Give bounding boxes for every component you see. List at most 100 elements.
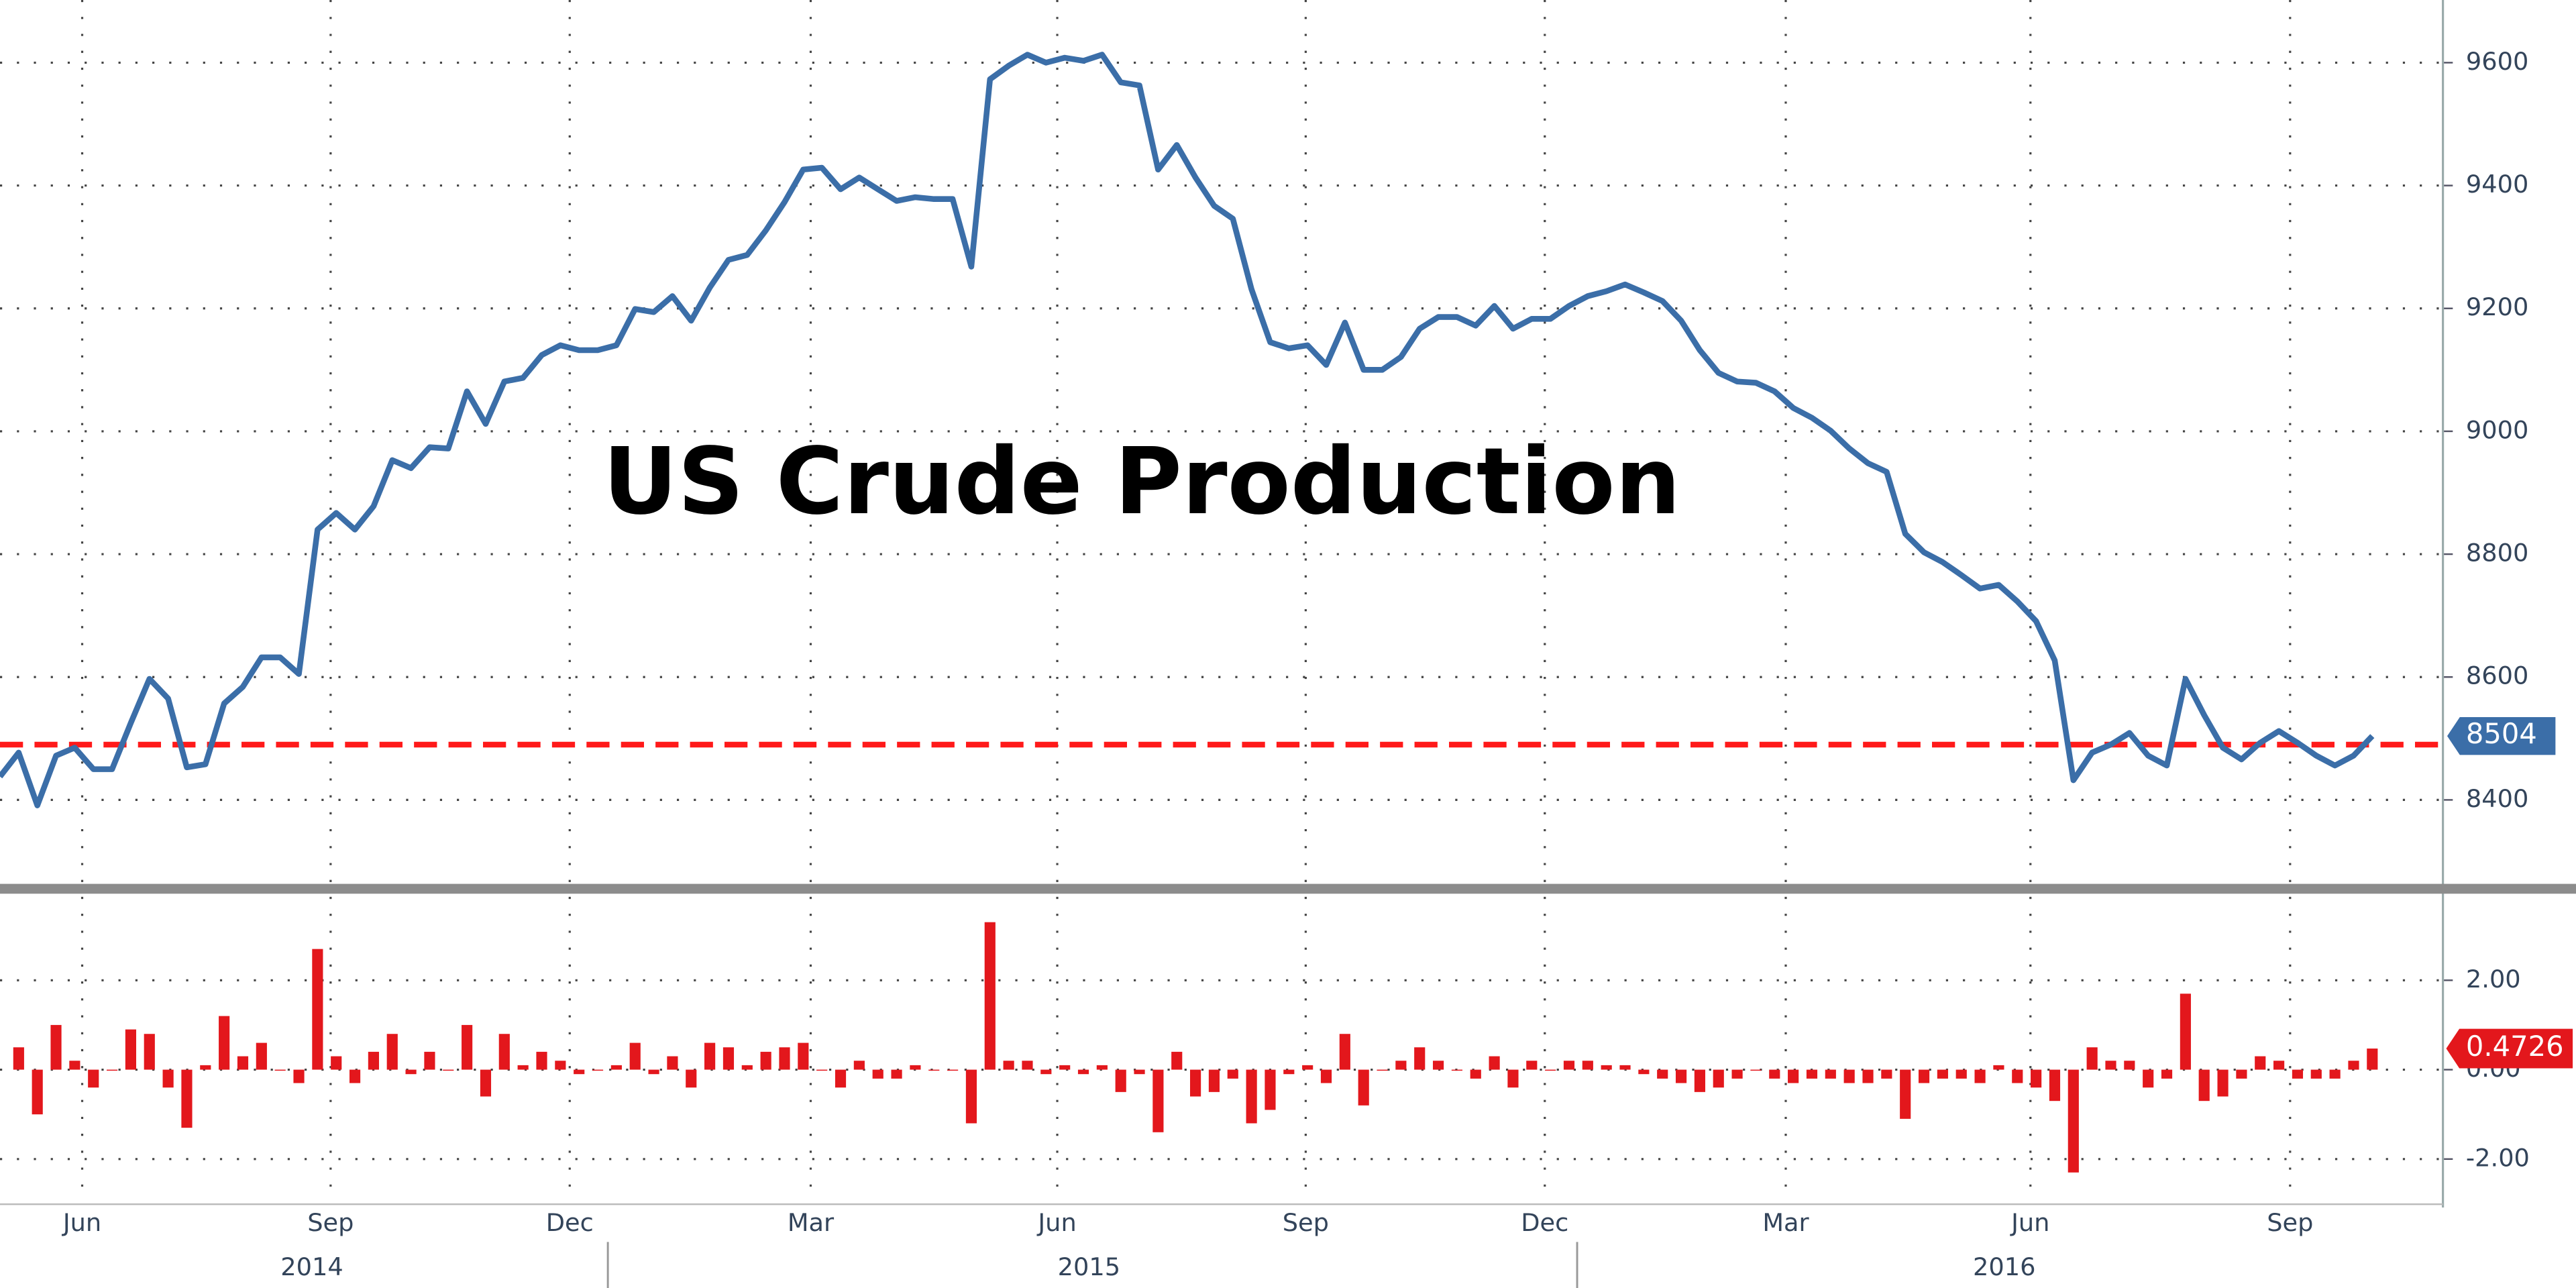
bar	[853, 1061, 865, 1070]
panel-separator	[0, 883, 2576, 894]
bar	[256, 1042, 267, 1070]
bar	[32, 1069, 43, 1115]
bar	[816, 1069, 828, 1071]
bar	[760, 1051, 771, 1070]
bar	[891, 1069, 902, 1079]
bar	[293, 1069, 305, 1083]
bar	[1208, 1069, 1220, 1092]
x-tick-label: Jun	[1036, 1208, 1076, 1237]
bar	[1619, 1065, 1631, 1070]
bar	[2329, 1069, 2341, 1079]
bar	[835, 1069, 847, 1088]
bar	[125, 1029, 136, 1070]
bar	[181, 1069, 193, 1128]
bar	[2124, 1061, 2135, 1070]
bar	[1507, 1069, 1519, 1088]
bar	[443, 1069, 454, 1071]
bar	[1115, 1069, 1126, 1092]
bar	[1974, 1069, 1986, 1083]
bar	[331, 1056, 342, 1070]
bar	[2367, 1049, 2378, 1070]
bar	[965, 1069, 977, 1124]
bar	[872, 1069, 883, 1079]
bar	[2161, 1069, 2173, 1079]
bar	[1582, 1061, 1593, 1070]
bar	[1190, 1069, 1201, 1097]
bar	[1825, 1069, 1836, 1079]
bar	[2068, 1069, 2079, 1173]
x-tick-label: Jun	[62, 1208, 101, 1237]
bar	[1414, 1047, 1426, 1070]
bar	[910, 1065, 921, 1070]
y-tick-label: 8800	[2466, 539, 2528, 568]
bar	[798, 1042, 809, 1070]
bar	[219, 1016, 230, 1070]
bar	[592, 1069, 604, 1071]
bar	[1171, 1051, 1183, 1070]
x-tick-label: Sep	[1283, 1208, 1329, 1237]
bar	[1003, 1061, 1014, 1070]
bar	[1096, 1065, 1108, 1070]
y-tick-label: 8600	[2466, 661, 2528, 690]
bar	[69, 1061, 80, 1070]
bar	[2143, 1069, 2154, 1088]
y-tick-label: 2.00	[2466, 965, 2521, 994]
bar	[1470, 1069, 1481, 1079]
last-value-tag	[2445, 715, 2557, 757]
bar	[1993, 1065, 2004, 1070]
bar	[1040, 1069, 1052, 1075]
x-year-label: 2016	[1973, 1252, 2035, 1281]
bar	[536, 1051, 547, 1070]
x-tick-label: Mar	[1762, 1208, 1809, 1237]
bar	[2310, 1069, 2322, 1079]
bar	[2012, 1069, 2023, 1083]
y-tick-label: 9600	[2466, 47, 2528, 76]
bar	[1432, 1061, 1444, 1070]
bar	[779, 1047, 790, 1070]
x-tick-label: Sep	[307, 1208, 354, 1237]
bar	[1900, 1069, 1911, 1119]
y-tick-label: 9400	[2466, 170, 2528, 199]
bar	[1675, 1069, 1687, 1083]
bar	[106, 1069, 118, 1071]
bar	[629, 1042, 641, 1070]
last-value-label: 0.4726	[2466, 1030, 2564, 1063]
bar	[2292, 1069, 2304, 1079]
x-tick-label: Dec	[1521, 1208, 1568, 1237]
bar	[928, 1069, 940, 1071]
bar	[1152, 1069, 1164, 1132]
bar	[2180, 994, 2191, 1070]
bar	[1545, 1069, 1556, 1071]
bar	[1134, 1069, 1145, 1075]
bar	[1451, 1069, 1462, 1071]
x-tick-label: Mar	[788, 1208, 835, 1237]
bar	[1694, 1069, 1705, 1092]
bar	[2105, 1061, 2116, 1070]
bar	[2217, 1069, 2229, 1097]
bar	[1769, 1069, 1780, 1079]
bar	[648, 1069, 659, 1075]
bar	[2273, 1061, 2285, 1070]
bar	[947, 1069, 959, 1071]
bar	[741, 1065, 753, 1070]
bar	[88, 1069, 99, 1088]
y-tick-label: 8400	[2466, 784, 2528, 813]
bar	[2086, 1047, 2098, 1070]
bar	[1862, 1069, 1874, 1083]
bar	[2198, 1069, 2210, 1102]
bar	[704, 1042, 716, 1070]
bar	[424, 1051, 435, 1070]
chart-title: US Crude Production	[603, 429, 1680, 535]
bar	[1022, 1061, 1033, 1070]
bar	[1563, 1061, 1575, 1070]
bar	[1937, 1069, 1948, 1079]
bar	[1806, 1069, 1818, 1079]
bar	[1489, 1056, 1500, 1070]
bar	[1395, 1061, 1407, 1070]
bar	[462, 1024, 473, 1070]
y-tick-label: 9200	[2466, 292, 2528, 321]
bar	[498, 1034, 510, 1070]
